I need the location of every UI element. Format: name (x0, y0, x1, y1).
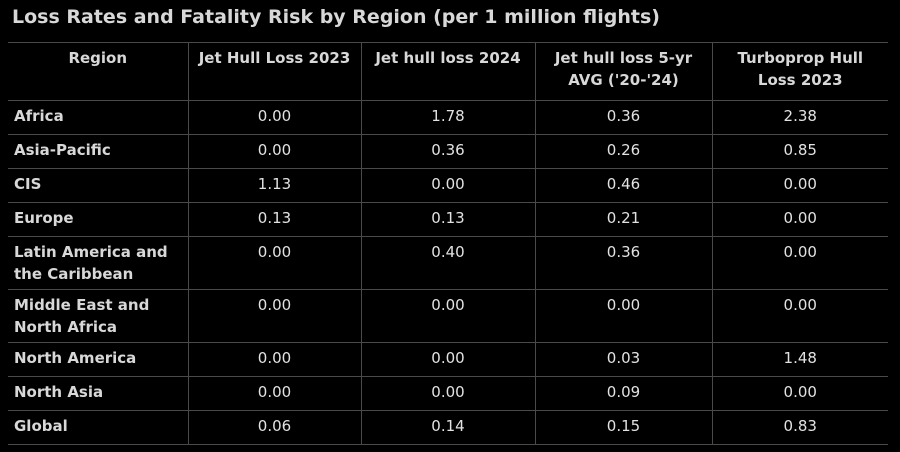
value-cell: 0.00 (711, 289, 888, 343)
table-row: Africa 0.00 1.78 0.36 2.38 (8, 100, 888, 135)
table-row: Europe 0.13 0.13 0.21 0.00 (8, 202, 888, 237)
header-cell: Jet Hull Loss 2023 (187, 42, 362, 101)
header-cell: Jet hull loss 2024 (360, 42, 536, 101)
table-row: North America 0.00 0.00 0.03 1.48 (8, 342, 888, 377)
value-cell: 0.00 (711, 168, 888, 203)
value-cell: 0.36 (534, 236, 713, 290)
value-cell: 1.48 (711, 342, 888, 377)
value-cell: 0.00 (360, 342, 536, 377)
value-cell: 0.00 (187, 289, 362, 343)
value-cell: 0.00 (534, 289, 713, 343)
table-row: Middle East and North Africa 0.00 0.00 0.00… (8, 289, 888, 343)
table-row: North Asia 0.00 0.00 0.09 0.00 (8, 376, 888, 411)
value-cell: 0.40 (360, 236, 536, 290)
value-cell: 1.78 (360, 100, 536, 135)
value-cell: 0.00 (187, 134, 362, 169)
value-cell: 0.14 (360, 410, 536, 445)
table-row: Asia-Pacific 0.00 0.36 0.26 0.85 (8, 134, 888, 169)
value-cell: 0.06 (187, 410, 362, 445)
title: Loss Rates and Fatality Risk by Region (… (12, 6, 660, 28)
value-cell: 0.00 (187, 236, 362, 290)
region-cell: Africa (8, 100, 189, 135)
value-cell: 0.13 (187, 202, 362, 237)
value-cell: 0.03 (534, 342, 713, 377)
region-cell: Global (8, 410, 189, 445)
value-cell: 0.09 (534, 376, 713, 411)
table-row: CIS 1.13 0.00 0.46 0.00 (8, 168, 888, 203)
region-cell: North Asia (8, 376, 189, 411)
value-cell: 0.21 (534, 202, 713, 237)
value-cell: 0.15 (534, 410, 713, 445)
region-cell: Europe (8, 202, 189, 237)
region-cell: North America (8, 342, 189, 377)
value-cell: 0.00 (187, 100, 362, 135)
header-cell: Turboprop Hull Loss 2023 (711, 42, 888, 101)
table: Region Jet Hull Loss 2023 Jet hull loss 20… (8, 42, 888, 445)
value-cell: 2.38 (711, 100, 888, 135)
header-cell: Region (8, 42, 189, 101)
table-row: Latin America and the Caribbean 0.00 0.40 0… (8, 236, 888, 290)
value-cell: 0.83 (711, 410, 888, 445)
value-cell: 1.13 (187, 168, 362, 203)
value-cell: 0.00 (187, 342, 362, 377)
header-row: Region Jet Hull Loss 2023 Jet hull loss 20… (8, 42, 888, 101)
table-body: Africa 0.00 1.78 0.36 2.38 Asia-Pacific 0.00 0.… (8, 100, 888, 445)
value-cell: 0.00 (360, 168, 536, 203)
region-cell: Latin America and the Caribbean (8, 236, 189, 290)
region-cell: Middle East and North Africa (8, 289, 189, 343)
region-cell: Asia-Pacific (8, 134, 189, 169)
table-row: Global 0.06 0.14 0.15 0.83 (8, 410, 888, 445)
value-cell: 0.85 (711, 134, 888, 169)
value-cell: 0.13 (360, 202, 536, 237)
value-cell: 0.00 (711, 236, 888, 290)
header-cell: Jet hull loss 5-yr AVG ('20-'24) (534, 42, 713, 101)
value-cell: 0.00 (711, 202, 888, 237)
value-cell: 0.00 (187, 376, 362, 411)
region-cell: CIS (8, 168, 189, 203)
value-cell: 0.26 (534, 134, 713, 169)
value-cell: 0.00 (360, 376, 536, 411)
value-cell: 0.36 (360, 134, 536, 169)
value-cell: 0.36 (534, 100, 713, 135)
value-cell: 0.00 (360, 289, 536, 343)
value-cell: 0.46 (534, 168, 713, 203)
value-cell: 0.00 (711, 376, 888, 411)
